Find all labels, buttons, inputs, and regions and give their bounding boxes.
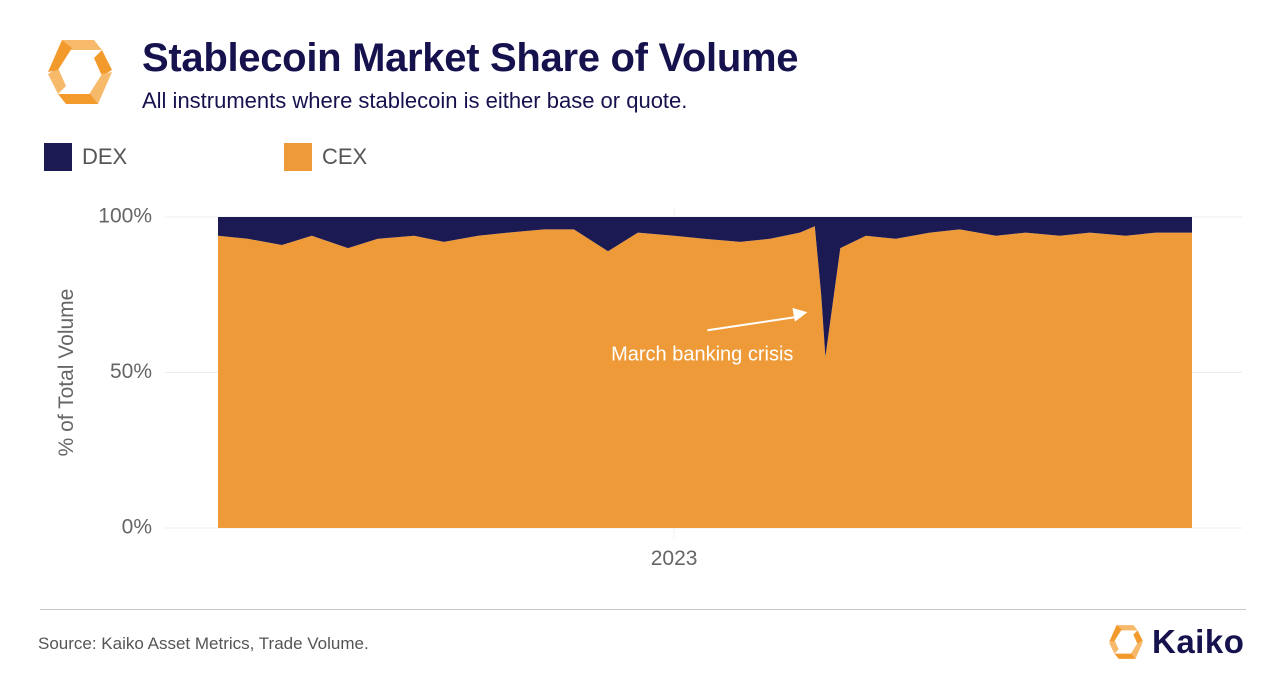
annotation-arrow-line xyxy=(707,315,802,332)
y-axis-label: % of Total Volume xyxy=(55,289,78,457)
chart-plot: 0% 50% 100% 2023 % of Total Volume March ban… xyxy=(55,205,1242,570)
y-tick-label: 100% xyxy=(98,205,152,228)
chart-subtitle: All instruments where stablecoin is eith… xyxy=(142,88,688,113)
annotation-arrow-head xyxy=(792,307,808,322)
cex-area xyxy=(218,226,1192,529)
y-tick-label: 0% xyxy=(122,516,152,539)
footer-divider xyxy=(40,609,1246,610)
legend-swatch-dex xyxy=(44,143,72,171)
kaiko-logo-icon xyxy=(48,40,112,104)
x-tick-label: 2023 xyxy=(651,547,698,570)
brand-mark: Kaiko xyxy=(1106,620,1244,664)
dex-area xyxy=(218,217,1192,357)
y-tick-label: 50% xyxy=(110,360,152,383)
legend-item-dex: DEX xyxy=(44,143,127,171)
legend-label-cex: CEX xyxy=(322,144,368,169)
legend-item-cex: CEX xyxy=(284,143,367,171)
source-note: Source: Kaiko Asset Metrics, Trade Volum… xyxy=(38,634,369,653)
annotation-label: March banking crisis xyxy=(611,343,793,365)
legend-label-dex: DEX xyxy=(82,144,128,169)
brand-name: Kaiko xyxy=(1152,623,1245,660)
kaiko-brand-icon xyxy=(1109,625,1143,659)
chart-title: Stablecoin Market Share of Volume xyxy=(142,36,799,80)
legend-swatch-cex xyxy=(284,143,312,171)
